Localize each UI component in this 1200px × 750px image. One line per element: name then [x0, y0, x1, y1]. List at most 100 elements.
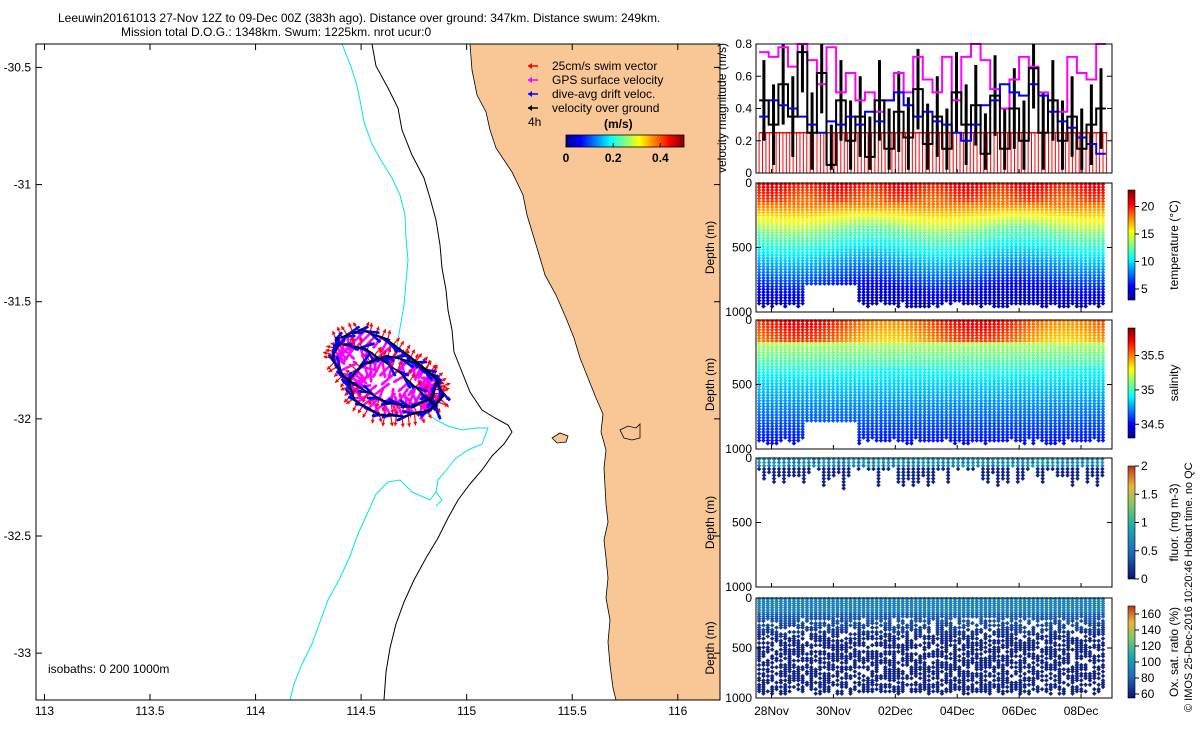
drift-velocity-vector-head: [336, 338, 341, 343]
temperature-point: [774, 295, 779, 301]
temperature-point: [782, 292, 788, 298]
temperature-point: [774, 267, 779, 272]
temperature-point: [756, 275, 762, 281]
swim-vector-head: [446, 382, 451, 387]
map-legend: 25cm/s swim vector GPS surface velocity …: [528, 59, 663, 115]
temperature-point: [769, 255, 775, 261]
map-xtick-label: 113.5: [135, 704, 164, 718]
swim-vector-head: [344, 391, 349, 396]
drift-velocity-vector-head: [363, 384, 368, 389]
velocity-panel: 00.20.40.60.8 velocity magnitude (m/s): [715, 37, 1113, 180]
gps-velocity-vector-head: [408, 391, 412, 396]
legend-dog-label: velocity over ground: [552, 101, 659, 115]
temperature-point: [765, 298, 771, 303]
temperature-point: [782, 267, 788, 272]
temperature-point: [774, 301, 779, 306]
temperature-point: [782, 278, 788, 284]
velocity-ytick-label: 0.2: [735, 134, 752, 148]
swim-vector-head: [407, 423, 412, 427]
temperature-point: [791, 287, 797, 292]
drift-velocity-vector-head: [348, 372, 353, 376]
temperature-point: [761, 278, 766, 284]
map-panel: 113 113.5 114 114.5 115 115.5 116 -30.5-31-31.…: [4, 43, 721, 718]
temperature-colorbar-tick-label: 10: [1141, 255, 1155, 269]
map-xtick-label: 114.5: [347, 704, 376, 718]
drift-velocity-vector-head: [367, 396, 371, 401]
temperature-point: [774, 264, 779, 269]
temperature-point: [778, 267, 784, 272]
gps-velocity-vector-head: [350, 355, 355, 360]
temperature-point: [769, 284, 775, 289]
temperature-point: [791, 292, 797, 298]
drift-velocity-vector-head: [335, 355, 340, 360]
temperature-point: [782, 295, 788, 301]
drift-velocity-vector-head: [341, 337, 346, 342]
gps-velocity-vector-head: [366, 374, 371, 379]
map-ytick-label: -31.5: [4, 295, 32, 309]
temperature-colorbar-tick-label: 5: [1141, 282, 1148, 296]
temperature-point: [761, 270, 766, 275]
temperature-point: [756, 289, 762, 295]
swim-vector-head: [357, 409, 362, 414]
swim-vector-head: [405, 349, 411, 354]
temperature-point: [769, 278, 775, 284]
temperature-point: [778, 258, 784, 264]
temperature-point: [778, 278, 784, 284]
swim-vector-head: [389, 422, 394, 427]
swim-vector-head: [358, 392, 363, 397]
gps-velocity-vector-head: [367, 383, 372, 388]
temperature-point: [778, 284, 784, 289]
drift-velocity-vector-head: [423, 388, 428, 393]
legend-drift-label: dive-avg drift veloc.: [552, 87, 655, 101]
temperature-point: [769, 275, 775, 281]
temperature-point: [765, 281, 771, 286]
temperature-point: [791, 278, 797, 284]
swim-vector-head: [418, 353, 422, 358]
drift-velocity-vector-head: [388, 398, 393, 403]
map-xtick-label: 116: [668, 704, 687, 718]
swim-vector-head: [406, 345, 411, 350]
temperature-colorbar-tick-label: 20: [1141, 200, 1155, 214]
drift-velocity-vector-head: [381, 402, 385, 407]
temperature-point: [769, 252, 775, 258]
temperature-point: [791, 298, 797, 303]
swim-vector-head: [432, 364, 436, 369]
gps-velocity-vector-head: [420, 382, 424, 387]
velocity-over-ground-line: [759, 51, 1106, 166]
temperature-point: [782, 255, 788, 261]
gps-velocity-vector-head: [357, 394, 362, 399]
temperature-point: [769, 261, 775, 267]
gps-velocity-vector-head: [403, 394, 408, 399]
legend-swim-label: 25cm/s swim vector: [552, 59, 657, 73]
temperature-point: [774, 255, 779, 261]
isobath-200m: [371, 44, 513, 700]
drift-velocity-vector-head: [370, 342, 375, 347]
temperature-point: [765, 252, 771, 258]
gps-velocity-vector-head: [390, 388, 395, 392]
swim-vector-head: [377, 347, 382, 351]
temperature-point: [769, 287, 775, 292]
swim-vector-head: [375, 326, 380, 331]
temperature-point: [791, 275, 797, 281]
swim-vector-head: [443, 385, 448, 390]
temperature-point: [765, 261, 771, 267]
drift-velocity-vector-head: [437, 415, 441, 420]
temperature-point: [787, 298, 792, 303]
temperature-point: [765, 275, 771, 281]
temperature-point: [782, 264, 788, 269]
rottnest-island: [551, 432, 569, 444]
swim-vector-head: [381, 422, 386, 427]
temperature-point: [791, 295, 797, 301]
swim-vector-head: [348, 336, 353, 341]
temperature-point: [756, 264, 762, 269]
gps-velocity-vector-head: [359, 374, 364, 379]
swim-vector-head: [365, 322, 370, 327]
drift-velocity-vector-head: [364, 326, 369, 330]
temperature-point: [778, 301, 784, 306]
temperature-point: [787, 287, 792, 292]
velocity-ytick-label: 0.6: [735, 69, 752, 83]
temperature-point: [756, 284, 762, 289]
plot-title-line-2: Mission total D.O.G.: 1348km. Swum: 1225…: [121, 25, 432, 39]
temperature-point: [782, 284, 788, 289]
temperature-point: [761, 255, 766, 261]
